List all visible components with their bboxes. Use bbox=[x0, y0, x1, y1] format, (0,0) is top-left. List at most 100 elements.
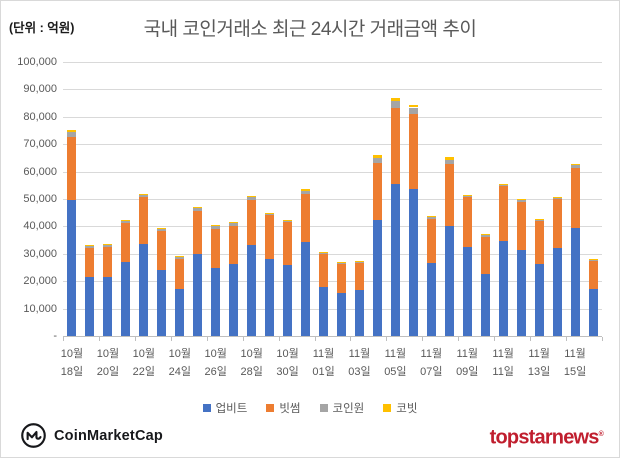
x-tick-label: 11월 13일 bbox=[527, 348, 551, 378]
x-tick bbox=[242, 337, 244, 341]
bar-segment bbox=[462, 195, 472, 198]
y-tick-label: 80,000 bbox=[23, 110, 57, 123]
topstarnews-logo: topstarnews® bbox=[490, 422, 604, 451]
bar-segment bbox=[229, 264, 239, 336]
bar-segment bbox=[265, 214, 275, 260]
bar-segment bbox=[480, 235, 490, 237]
bar-segment bbox=[229, 226, 239, 265]
x-tick bbox=[530, 337, 532, 341]
bar-segment bbox=[157, 231, 167, 271]
bar-segment bbox=[588, 259, 598, 261]
bar-segment bbox=[498, 184, 508, 187]
gridline bbox=[63, 171, 602, 173]
plot-area bbox=[63, 62, 602, 337]
legend-label: 업비트 bbox=[215, 403, 248, 415]
bar-segment bbox=[534, 221, 544, 264]
x-tick bbox=[134, 337, 136, 341]
bar-segment bbox=[552, 247, 562, 336]
bar-segment bbox=[229, 222, 239, 224]
bar-segment bbox=[85, 248, 95, 277]
y-tick-label: - bbox=[53, 330, 57, 342]
x-tick-label: 10월 18일 bbox=[60, 348, 84, 378]
x-tick bbox=[278, 337, 280, 341]
y-tick-label: 100,000 bbox=[17, 56, 57, 68]
bar-segment bbox=[157, 270, 167, 336]
bar-segment bbox=[139, 244, 149, 336]
bar-segment bbox=[336, 293, 346, 336]
x-tick-label: 11월 11일 bbox=[492, 348, 514, 378]
bar-segment bbox=[265, 259, 275, 336]
bar-segment bbox=[193, 206, 203, 209]
gridline bbox=[63, 253, 602, 255]
bar-segment bbox=[121, 221, 131, 223]
bar-segment bbox=[444, 164, 454, 227]
y-tick-label: 30,000 bbox=[23, 247, 57, 260]
bar-segment bbox=[103, 247, 113, 277]
legend-swatch-icon bbox=[319, 404, 328, 412]
trademark-icon: ® bbox=[598, 431, 604, 438]
bar-segment bbox=[480, 234, 490, 236]
bar-segment bbox=[121, 220, 131, 222]
bar-segment bbox=[570, 165, 580, 169]
bar-segment bbox=[139, 194, 149, 198]
bar-segment bbox=[211, 228, 221, 268]
bar-segment bbox=[426, 218, 436, 263]
bar-segment bbox=[480, 273, 490, 336]
coinmarketcap-icon bbox=[20, 422, 47, 449]
bar-segment bbox=[354, 260, 364, 262]
y-tick-label: 70,000 bbox=[23, 138, 57, 151]
bar-segment bbox=[301, 189, 311, 191]
gridline bbox=[63, 226, 602, 228]
bar-segment bbox=[588, 289, 598, 336]
bar-segment bbox=[534, 263, 544, 336]
x-tick bbox=[206, 337, 208, 341]
chart-title: 국내 코인거래소 최근 24시간 거래금액 추이 bbox=[143, 19, 477, 40]
bar-segment bbox=[319, 254, 329, 288]
x-tick bbox=[458, 337, 460, 341]
bar-segment bbox=[372, 162, 382, 221]
legend-item: 업비트 bbox=[202, 400, 248, 416]
bar-segment bbox=[516, 199, 526, 201]
bar-segment bbox=[211, 224, 221, 226]
bar-segment bbox=[301, 242, 311, 336]
bar-segment bbox=[570, 163, 580, 166]
x-tick bbox=[98, 337, 100, 341]
bar-segment bbox=[408, 113, 418, 190]
bar-segment bbox=[247, 196, 257, 198]
bar-segment bbox=[67, 129, 77, 132]
bar-segment bbox=[408, 189, 418, 336]
coinmarketcap-logo: CoinMarketCap bbox=[20, 422, 163, 449]
bar-segment bbox=[588, 260, 598, 262]
bar-segment bbox=[103, 243, 113, 245]
bar-segment bbox=[480, 236, 490, 274]
bar-segment bbox=[85, 276, 95, 336]
gridline bbox=[63, 281, 602, 283]
legend-label: 코빗 bbox=[396, 403, 418, 415]
bar-segment bbox=[426, 262, 436, 336]
bar-segment bbox=[498, 183, 508, 185]
x-tick-label: 11월 07일 bbox=[420, 348, 443, 378]
bar-segment bbox=[516, 249, 526, 336]
x-tick-label: 11월 15일 bbox=[563, 348, 587, 378]
bar-segment bbox=[121, 222, 131, 263]
x-tick-label: 10월 22일 bbox=[132, 348, 156, 378]
bar-segment bbox=[67, 131, 77, 137]
x-tick-label: 11월 05일 bbox=[384, 348, 407, 378]
bar-segment bbox=[498, 241, 508, 336]
bar-segment bbox=[175, 258, 185, 290]
bar-segment bbox=[570, 227, 580, 336]
bar-segment bbox=[336, 262, 346, 264]
bar-segment bbox=[534, 220, 544, 222]
bar-segment bbox=[372, 155, 382, 158]
bar-segment bbox=[462, 197, 472, 247]
bar-segment bbox=[265, 212, 275, 214]
bar-segment bbox=[283, 265, 293, 336]
y-tick-label: 40,000 bbox=[23, 220, 57, 233]
bar-segment bbox=[103, 276, 113, 336]
bar-segment bbox=[85, 246, 95, 249]
bar-segment bbox=[552, 196, 562, 198]
bar-segment bbox=[283, 220, 293, 221]
x-tick bbox=[314, 337, 316, 341]
bar-segment bbox=[390, 184, 400, 336]
bar-segment bbox=[175, 257, 185, 259]
